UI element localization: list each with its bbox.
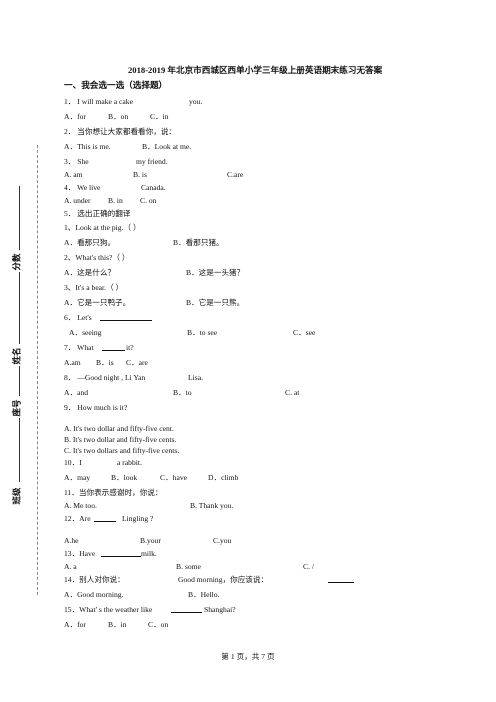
question-text: C. /: [303, 562, 314, 571]
answer-blank: [102, 343, 125, 351]
question-text: 15．What' s the weather like: [64, 605, 153, 614]
question-text: 12．Are: [64, 514, 91, 523]
question-text: C. at: [285, 388, 300, 397]
question-text: C．on: [148, 620, 169, 629]
question-text: B. is: [133, 170, 147, 179]
question-text: A.am: [64, 358, 81, 367]
question-text: C．are: [126, 358, 148, 367]
question-text: 4． We live: [64, 183, 101, 192]
score-label: 分数: [11, 253, 22, 271]
class-label: 班级: [11, 487, 22, 505]
question-text: A. It's two dollar and fifty-five cent.: [64, 424, 174, 433]
answer-blank: [94, 514, 116, 522]
score-underline: [19, 186, 20, 250]
question-text: 5． 选出正确的翻译: [64, 209, 131, 218]
question-text: you.: [189, 97, 203, 106]
question-text: B. Thank you.: [190, 501, 234, 510]
question-text: A．seeing: [69, 328, 102, 337]
question-text: C.are: [227, 170, 244, 179]
question-text: my friend.: [136, 157, 168, 166]
binding-margin: 分数 姓名 座号 班级: [0, 0, 40, 702]
question-text: 13．Have: [64, 549, 96, 558]
question-text: B. in: [108, 196, 123, 205]
question-text: Shanghai?: [204, 605, 236, 614]
question-text: 10．I: [64, 458, 82, 467]
question-text: A．看那只狗。: [64, 238, 116, 247]
question-text: D．climb: [208, 473, 239, 482]
question-text: Canada.: [141, 183, 166, 192]
question-text: milk.: [141, 549, 157, 558]
question-text: A．Good morning.: [64, 590, 124, 599]
section-heading: 一、我会选一选（选择题）: [64, 80, 168, 90]
question-text: C．see: [293, 328, 316, 337]
question-text: B．Hello.: [188, 590, 220, 599]
question-text: Lisa.: [188, 373, 203, 382]
question-text: A．and: [64, 388, 89, 397]
question-text: it?: [126, 343, 134, 352]
question-text: a rabbit.: [117, 458, 142, 467]
question-text: A．This is me.: [64, 142, 111, 151]
question-text: B．看那只猪。: [173, 238, 224, 247]
question-text: 3、It's a bear.（ ）: [64, 283, 124, 292]
question-text: C．in: [150, 112, 169, 121]
question-text: 6． Let's: [64, 313, 92, 322]
question-text: 7． What: [64, 343, 94, 352]
question-text: 3． She: [64, 157, 89, 166]
seat-label: 座号: [11, 399, 22, 417]
question-text: B．Look at me.: [142, 142, 192, 151]
question-text: A．for: [64, 620, 86, 629]
question-text: A．它是一只鸭子。: [64, 298, 131, 307]
question-text: A．may: [64, 473, 91, 482]
question-text: Good morning，你应该说：: [178, 575, 269, 584]
question-text: 11．当你表示感谢时，你说：: [64, 488, 163, 497]
question-text: 1． I will make a cake: [64, 97, 133, 106]
question-text: 2、What's this?（ ）: [64, 253, 130, 262]
question-text: A. under: [64, 196, 91, 205]
question-text: 1、Look at the pig.（ ）: [64, 223, 141, 232]
question-text: B．is: [96, 358, 114, 367]
class-underline: [19, 418, 20, 482]
binding-dashed-line: [37, 145, 38, 595]
question-text: B．to see: [187, 328, 218, 337]
page-footer: 第 1 页，共 7 页: [221, 652, 275, 661]
question-text: B．on: [108, 112, 129, 121]
question-text: Lingling ?: [122, 514, 154, 523]
question-text: 9． How much is it?: [64, 403, 128, 412]
question-text: B．to: [173, 388, 192, 397]
question-text: C.you: [213, 536, 232, 545]
question-text: B．这是一头猪？: [186, 268, 245, 277]
name-underline: [19, 272, 20, 344]
question-text: 14．别人对你说：: [64, 575, 125, 584]
question-text: A.he: [64, 536, 79, 545]
answer-blank: [101, 549, 141, 557]
question-text: B. some: [176, 562, 201, 571]
question-text: C. on: [140, 196, 157, 205]
question-text: A．这是什么？: [64, 268, 116, 277]
question-text: B．in: [108, 620, 127, 629]
question-text: B．look: [111, 473, 138, 482]
seat-underline: [19, 366, 20, 396]
answer-blank: [171, 605, 202, 613]
question-text: A. a: [64, 562, 77, 571]
question-text: C. It's two dollars and fifty-five cents…: [64, 446, 180, 455]
question-text: 2． 当你想让大家都看看你，说：: [64, 127, 177, 136]
question-text: C．have: [160, 473, 187, 482]
question-text: 8． —Good night , Li Yan: [64, 373, 146, 382]
name-label: 姓名: [11, 347, 22, 365]
question-text: B. It's two dollar and fifty-five cents.: [64, 435, 177, 444]
question-text: B．它是一只熊。: [186, 298, 245, 307]
question-text: A. Me too.: [64, 501, 97, 510]
answer-blank: [100, 313, 152, 321]
question-text: A．for: [64, 112, 86, 121]
answer-blank: [328, 575, 354, 583]
page-title: 2018-2019 年北京市西城区西单小学三年级上册英语期末练习无答案: [128, 65, 383, 75]
question-text: B.your: [140, 536, 161, 545]
question-text: A. am: [64, 170, 83, 179]
